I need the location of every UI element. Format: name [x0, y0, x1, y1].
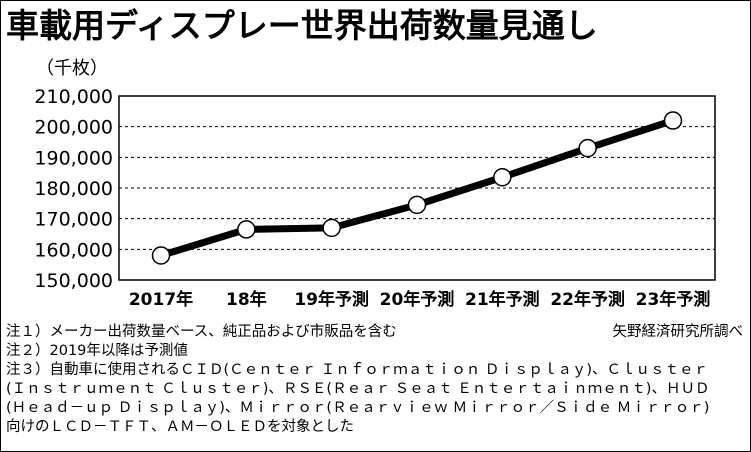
series	[157, 117, 677, 259]
x-tick-label: 20年予測	[380, 289, 455, 310]
note-1: 注１）メーカー出荷数量ベース、純正品および市販品を含む	[6, 324, 397, 340]
x-tick-label: 23年予測	[636, 289, 711, 310]
note-3-line-4: 向けのＬＣＤ－ＴＦＴ、ＡＭ－ＯＬＥＤを対象とした	[6, 419, 354, 435]
data-point	[493, 168, 512, 187]
plot-area	[118, 95, 716, 281]
note-3-line-2: (Ｉｎｓｔｒｕｍｅｎｔ Ｃｌｕｓｔｅｒ)、ＲＳＥ(Ｒｅａｒ Ｓｅａｔ Ｅｎｔｅｒ…	[6, 381, 710, 397]
x-tick-label: 19年予測	[294, 289, 369, 310]
y-tick-label: 180,000	[34, 178, 113, 200]
data-points	[151, 111, 683, 265]
note-3: 注３）自動車に使用されるＣＩＤ(Ｃｅｎｔｅｒ Ｉｎｆｏｒｍａｔｉｏｎ Ｄｉｓｐｌ…	[6, 362, 709, 378]
source-credit: 矢野経済研究所調べ	[612, 324, 744, 340]
x-tick-label: 22年予測	[550, 289, 625, 310]
y-tick-label: 190,000	[34, 147, 113, 169]
chart-title: 車載用ディスプレー世界出荷数量見通し	[6, 6, 598, 45]
y-tick-label: 160,000	[34, 239, 113, 261]
x-axis-ticks: 2017年 18年 19年予測 20年予測 21年予測 22年予測 23年予測	[129, 289, 711, 310]
y-axis-unit-label: （千枚）	[36, 58, 108, 79]
y-tick-label: 150,000	[34, 270, 113, 292]
x-tick-label: 21年予測	[465, 289, 540, 310]
data-point	[407, 195, 427, 215]
data-point	[151, 246, 171, 265]
data-point	[237, 220, 256, 239]
x-tick-label: 2017年	[129, 289, 193, 310]
y-tick-label: 210,000	[34, 86, 113, 108]
data-point	[578, 138, 597, 158]
y-axis-ticks: 150,000 160,000 170,000 180,000 190,000 200,0…	[34, 86, 113, 292]
data-point	[663, 111, 683, 130]
data-point	[322, 218, 341, 238]
y-tick-label: 200,000	[34, 117, 113, 139]
x-tick-label: 18年	[226, 289, 267, 310]
note-2: 注２）2019年以降は予測値	[6, 343, 188, 359]
note-3-line-3: (Ｈｅａｄ－ｕｐ Ｄｉｓｐｌａｙ)、Ｍｉｒｒｏｒ(Ｒｅａｒｖｉｅｗ Ｍｉｒｒｏｒ…	[6, 400, 710, 416]
series-line	[157, 117, 677, 259]
gridlines	[119, 126, 715, 250]
y-tick-label: 170,000	[34, 209, 113, 231]
